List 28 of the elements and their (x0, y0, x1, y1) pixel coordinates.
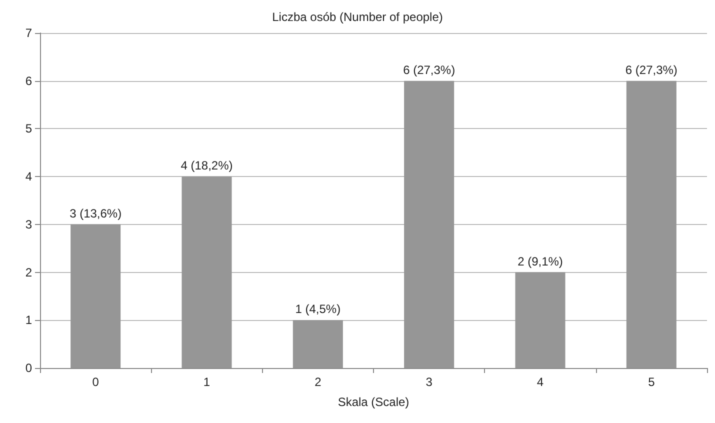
y-tick-label: 3 (25, 217, 32, 232)
x-tick-label: 3 (426, 375, 433, 389)
x-tick-label: 2 (314, 375, 322, 389)
chart-title: Liczba osób (Number of people) (272, 10, 443, 24)
bar (292, 320, 343, 368)
y-tick-label: 6 (25, 74, 32, 88)
x-tick-label: 1 (203, 375, 210, 389)
x-tick-label: 4 (536, 375, 544, 389)
bar (626, 80, 676, 368)
data-label: 6 (27,3%) (403, 62, 456, 77)
data-label: 3 (13,6%) (70, 206, 122, 220)
data-label: 6 (27,3%) (625, 62, 678, 77)
bar (404, 80, 454, 368)
y-tick-label: 4 (25, 170, 32, 184)
bar (182, 176, 232, 368)
x-axis-title: Skala (Scale) (338, 395, 410, 409)
x-tick-label: 5 (648, 375, 656, 389)
bar (70, 224, 121, 368)
y-tick-label: 2 (25, 265, 32, 280)
y-tick-label: 0 (25, 361, 32, 375)
x-tick-label: 0 (92, 375, 100, 389)
data-label: 1 (4,5%) (295, 302, 341, 316)
y-tick-label: 5 (25, 122, 32, 136)
y-tick-label: 1 (25, 313, 32, 328)
data-label: 4 (18,2%) (180, 158, 233, 173)
data-label: 2 (9,1%) (518, 254, 563, 268)
y-tick-label: 7 (25, 26, 32, 40)
bar (515, 272, 566, 368)
